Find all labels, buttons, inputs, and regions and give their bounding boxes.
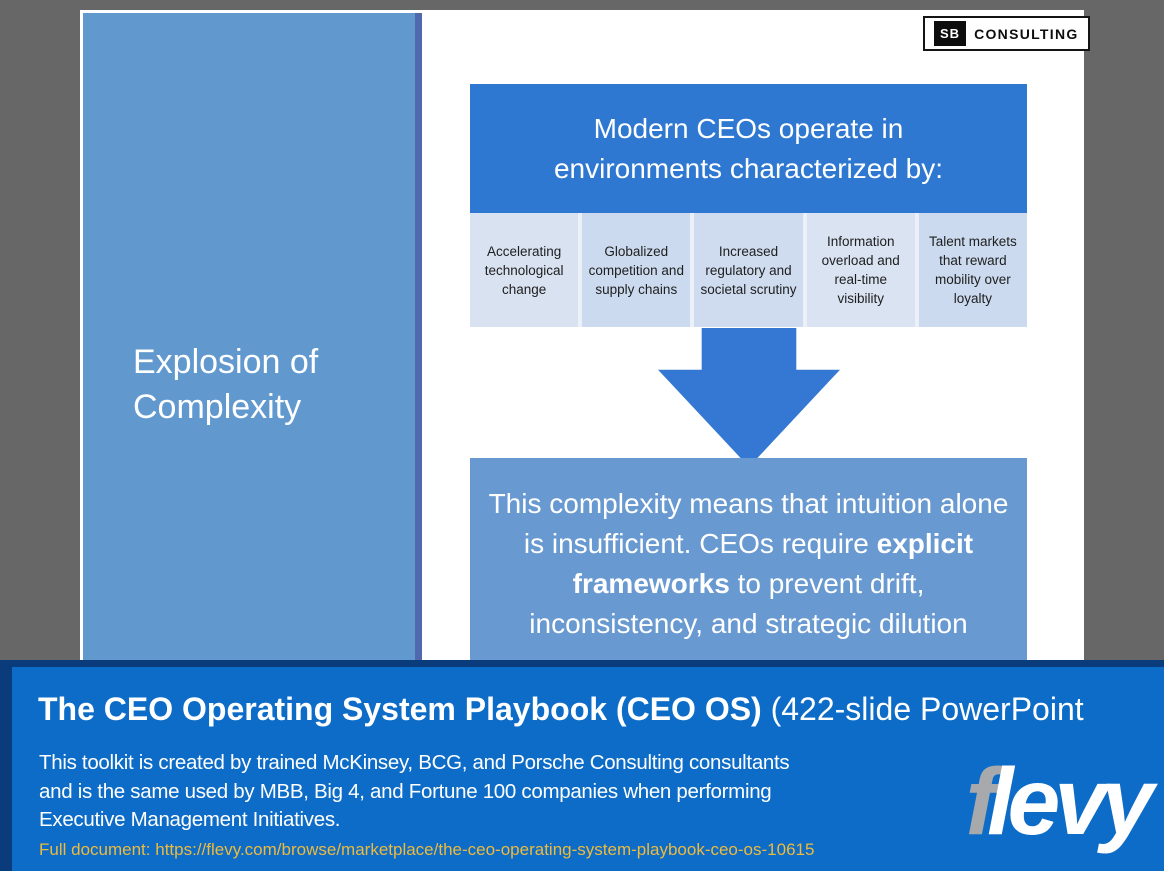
product-description-line: and is the same used by MBB, Big 4, and …: [39, 779, 772, 803]
down-arrow-icon: [658, 328, 840, 467]
slide-section-title: Explosion of Complexity: [133, 343, 319, 426]
product-description-line: Executive Management Initiatives.: [39, 808, 341, 831]
env-factor-box: Information overload and real-time visib…: [806, 213, 915, 327]
flevy-logo-levy: levy: [987, 749, 1154, 855]
env-factor-box: Globalized competition and supply chains: [582, 213, 691, 327]
product-description-line: This toolkit is created by trained McKin…: [39, 751, 790, 774]
env-factor-box: Talent markets that reward mobility over…: [918, 213, 1028, 327]
sb-consulting-logo: SB CONSULTING: [923, 16, 1090, 51]
flevy-logo: flevy: [965, 755, 1154, 850]
conclusion-text: to prevent drift, inconsistency, and str…: [529, 568, 968, 639]
env-factor-box: Accelerating technological change: [470, 213, 579, 327]
slide-left-panel: Explosion of Complexity: [83, 13, 422, 760]
full-document-label: Full document:: [39, 840, 156, 859]
product-title-format: (422-slide PowerPoint: [761, 691, 1084, 727]
full-document-link[interactable]: https://flevy.com/browse/marketplace/the…: [155, 840, 815, 859]
slide-preview: Explosion of Complexity SB CONSULTING Mo…: [80, 10, 1090, 763]
sb-logo-mark: SB: [934, 21, 967, 46]
product-description: This toolkit is created by trained McKin…: [39, 749, 790, 835]
conclusion-text: This complexity means that intuition alo…: [488, 488, 1009, 559]
environment-factors-row: Accelerating technological change Global…: [470, 213, 1028, 327]
flevy-product-banner: The CEO Operating System Playbook (CEO O…: [0, 660, 1164, 871]
product-title: The CEO Operating System Playbook (CEO O…: [38, 691, 1084, 728]
env-factor-box: Increased regulatory and societal scruti…: [694, 213, 803, 327]
conclusion-text-bold: explicit frameworks: [572, 528, 974, 599]
slide-header-statement: Modern CEOs operate in environments char…: [470, 84, 1027, 213]
full-document-line: Full document: https://flevy.com/browse/…: [39, 840, 814, 860]
sb-logo-wordmark: CONSULTING: [974, 25, 1079, 42]
product-title-name: The CEO Operating System Playbook (CEO O…: [38, 691, 762, 727]
